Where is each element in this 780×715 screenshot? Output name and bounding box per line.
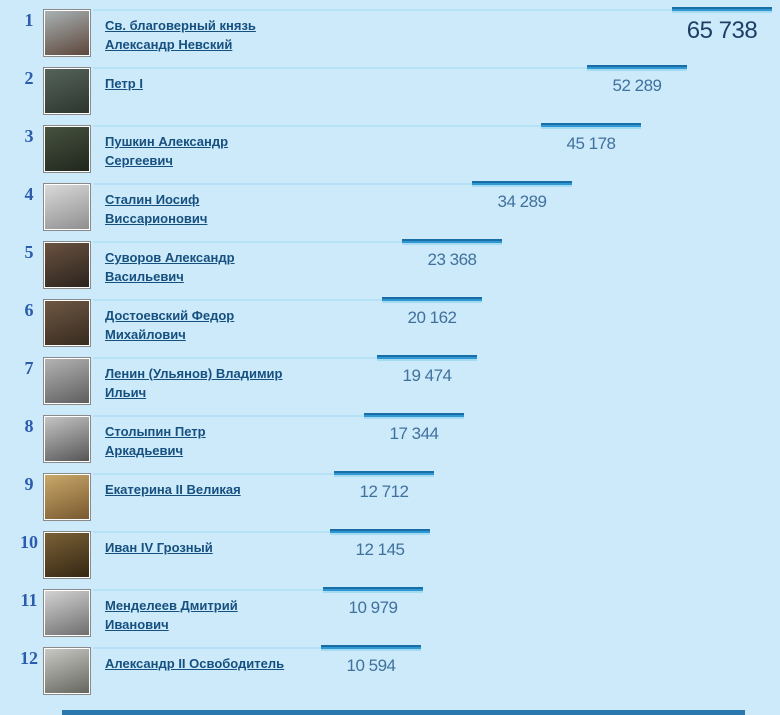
vote-count: 20 162 xyxy=(407,308,458,327)
portrait-image xyxy=(45,243,89,287)
vote-count: 17 344 xyxy=(389,424,440,443)
portrait-image xyxy=(45,185,89,229)
bottom-divider-bar xyxy=(62,710,745,715)
vote-count: 65 738 xyxy=(686,17,758,44)
portrait-link[interactable] xyxy=(43,531,91,579)
bar-track-line xyxy=(93,531,330,533)
ranking-row: 3 Пушкин Александр Сергеевич 45 178 xyxy=(0,121,780,179)
vote-count: 12 712 xyxy=(359,482,410,501)
rank-number: 2 xyxy=(24,68,34,88)
vote-count: 12 145 xyxy=(355,540,406,559)
ranking-row: 11 Менделеев Дмитрий Иванович 10 979 xyxy=(0,585,780,643)
vote-count: 52 289 xyxy=(612,76,663,95)
bar-track-line xyxy=(93,415,364,417)
portrait-image xyxy=(45,127,89,171)
vote-bar xyxy=(321,645,421,651)
vote-bar xyxy=(672,7,772,13)
vote-bar xyxy=(382,297,482,303)
rank-number: 1 xyxy=(24,10,34,30)
name-link[interactable]: Александр II Освободитель xyxy=(105,656,285,671)
name-link[interactable]: Иван IV Грозный xyxy=(105,540,213,555)
portrait-link[interactable] xyxy=(43,125,91,173)
ranking-row: 9 Екатерина II Великая 12 712 xyxy=(0,469,780,527)
vote-count: 34 289 xyxy=(497,192,548,211)
bar-track-line xyxy=(93,183,472,185)
name-link[interactable]: Св. благоверный князь Александр Невский xyxy=(105,18,256,52)
name-link[interactable]: Петр I xyxy=(105,76,143,91)
bar-track-line xyxy=(93,299,382,301)
name-link[interactable]: Екатерина II Великая xyxy=(105,482,241,497)
vote-count: 10 594 xyxy=(346,656,397,675)
rank-number: 11 xyxy=(20,590,38,610)
rank-number: 12 xyxy=(20,648,38,668)
vote-count: 19 474 xyxy=(402,366,453,385)
portrait-image xyxy=(45,301,89,345)
vote-bar xyxy=(334,471,434,477)
rank-number: 6 xyxy=(24,300,34,320)
rank-number: 5 xyxy=(24,242,34,262)
portrait-link[interactable] xyxy=(43,589,91,637)
bar-track-line xyxy=(93,473,334,475)
bar-track-line xyxy=(93,67,587,69)
bar-track-line xyxy=(93,241,402,243)
ranking-row: 10 Иван IV Грозный 12 145 xyxy=(0,527,780,585)
rank-number: 3 xyxy=(24,126,34,146)
vote-count: 45 178 xyxy=(566,134,617,153)
name-link[interactable]: Сталин Иосиф Виссарионович xyxy=(105,192,208,226)
portrait-image xyxy=(45,591,89,635)
portrait-image xyxy=(45,11,89,55)
ranking-row: 1 Св. благоверный князь Александр Невски… xyxy=(0,5,780,63)
bar-track-line xyxy=(93,589,323,591)
vote-bar xyxy=(330,529,430,535)
vote-bar xyxy=(541,123,641,129)
vote-count: 10 979 xyxy=(348,598,399,617)
name-link[interactable]: Суворов Александр Васильевич xyxy=(105,250,235,284)
ranking-row: 2 Петр I 52 289 xyxy=(0,63,780,121)
rank-number: 4 xyxy=(24,184,34,204)
vote-bar xyxy=(377,355,477,361)
portrait-link[interactable] xyxy=(43,9,91,57)
ranking-row: 8 Столыпин Петр Аркадьевич 17 344 xyxy=(0,411,780,469)
portrait-link[interactable] xyxy=(43,357,91,405)
bar-track-line xyxy=(93,125,541,127)
name-link[interactable]: Столыпин Петр Аркадьевич xyxy=(105,424,206,458)
portrait-link[interactable] xyxy=(43,241,91,289)
vote-bar xyxy=(364,413,464,419)
portrait-image xyxy=(45,69,89,113)
vote-bar xyxy=(587,65,687,71)
rank-number: 10 xyxy=(20,532,38,552)
name-link[interactable]: Пушкин Александр Сергеевич xyxy=(105,134,229,168)
ranking-row: 12 Александр II Освободитель 10 594 xyxy=(0,643,780,701)
bar-track-line xyxy=(93,647,321,649)
name-link[interactable]: Ленин (Ульянов) Владимир Ильич xyxy=(105,366,283,400)
bar-track-line xyxy=(93,9,672,11)
bar-track-line xyxy=(93,357,377,359)
portrait-link[interactable] xyxy=(43,415,91,463)
portrait-image xyxy=(45,417,89,461)
ranking-row: 7 Ленин (Ульянов) Владимир Ильич 19 474 xyxy=(0,353,780,411)
portrait-image xyxy=(45,359,89,403)
ranking-row: 4 Сталин Иосиф Виссарионович 34 289 xyxy=(0,179,780,237)
portrait-link[interactable] xyxy=(43,67,91,115)
rank-number: 8 xyxy=(24,416,34,436)
vote-bar xyxy=(472,181,572,187)
rank-number: 9 xyxy=(24,474,34,494)
name-link[interactable]: Достоевский Федор Михайлович xyxy=(105,308,235,342)
ranking-row: 5 Суворов Александр Васильевич 23 368 xyxy=(0,237,780,295)
portrait-link[interactable] xyxy=(43,647,91,695)
vote-count: 23 368 xyxy=(427,250,478,269)
ranking-row: 6 Достоевский Федор Михайлович 20 162 xyxy=(0,295,780,353)
vote-bar xyxy=(402,239,502,245)
rank-number: 7 xyxy=(24,358,34,378)
name-link[interactable]: Менделеев Дмитрий Иванович xyxy=(105,598,238,632)
vote-bar xyxy=(323,587,423,593)
portrait-link[interactable] xyxy=(43,473,91,521)
portrait-image xyxy=(45,475,89,519)
portrait-link[interactable] xyxy=(43,299,91,347)
portrait-image xyxy=(45,649,89,693)
portrait-image xyxy=(45,533,89,577)
portrait-link[interactable] xyxy=(43,183,91,231)
